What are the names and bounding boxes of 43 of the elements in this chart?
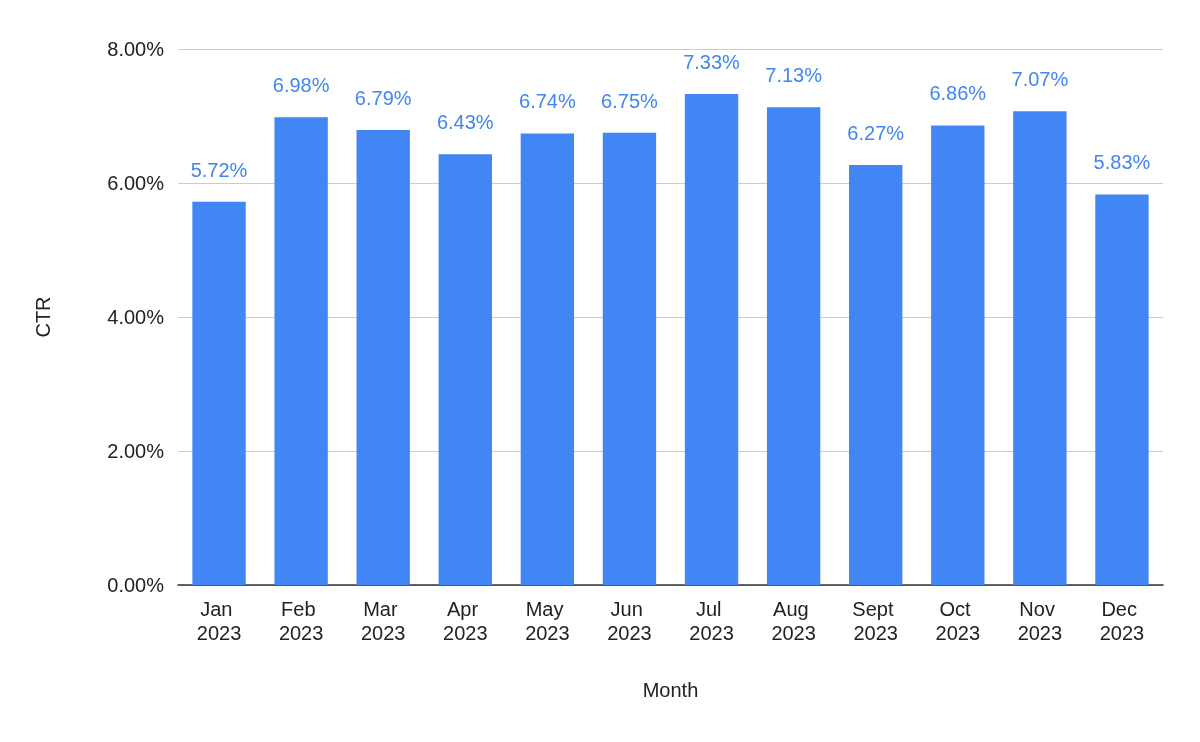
- data-label: 6.98%: [272, 74, 330, 97]
- x-tick-label: May 2023: [525, 598, 570, 644]
- bar: [520, 133, 575, 585]
- y-axis-title: CTR: [32, 296, 54, 338]
- bar: [1095, 194, 1149, 585]
- data-label: 5.72%: [190, 158, 248, 181]
- data-label: 6.27%: [847, 121, 905, 144]
- data-label: 7.13%: [765, 64, 823, 87]
- bar: [931, 125, 985, 585]
- x-tick-label: Dec 2023: [1099, 598, 1145, 644]
- y-tick-label: 4.00%: [107, 306, 165, 328]
- x-tick-label: Jan 2023: [196, 598, 242, 644]
- data-label: 7.33%: [683, 50, 741, 73]
- x-axis-title: Month: [642, 679, 699, 701]
- y-tick-label: 8.00%: [107, 38, 165, 60]
- data-label: 6.86%: [929, 82, 987, 105]
- bar: [1013, 111, 1067, 585]
- bar: [192, 201, 246, 585]
- x-tick-label: Jun 2023: [607, 598, 652, 644]
- data-label: 6.74%: [519, 90, 576, 113]
- bar: [356, 130, 410, 585]
- data-label: 6.75%: [601, 89, 659, 112]
- bar: [684, 93, 739, 585]
- data-label: 7.07%: [1011, 68, 1069, 91]
- x-tick-label: Aug 2023: [771, 598, 816, 644]
- data-label: 5.83%: [1093, 151, 1151, 174]
- x-tick-label: Mar 2023: [360, 598, 406, 644]
- x-tick-label: Oct 2023: [935, 598, 981, 644]
- y-tick-label: 0.00%: [107, 574, 165, 596]
- bar: [274, 117, 328, 585]
- x-tick-label: Nov 2023: [1017, 598, 1063, 644]
- bar: [438, 154, 492, 585]
- bar: [766, 107, 821, 585]
- x-tick-label: Sept 2023: [852, 598, 900, 644]
- data-label: 6.43%: [436, 111, 494, 134]
- y-tick-label: 6.00%: [107, 172, 165, 194]
- x-tick-label: Jul 2023: [689, 598, 734, 644]
- bar: [849, 164, 903, 585]
- bar: [602, 132, 657, 585]
- y-tick-label: 2.00%: [107, 440, 165, 462]
- x-tick-label: Feb 2023: [278, 598, 324, 644]
- x-tick-label: Apr 2023: [443, 598, 488, 644]
- data-label: 6.79%: [354, 87, 412, 110]
